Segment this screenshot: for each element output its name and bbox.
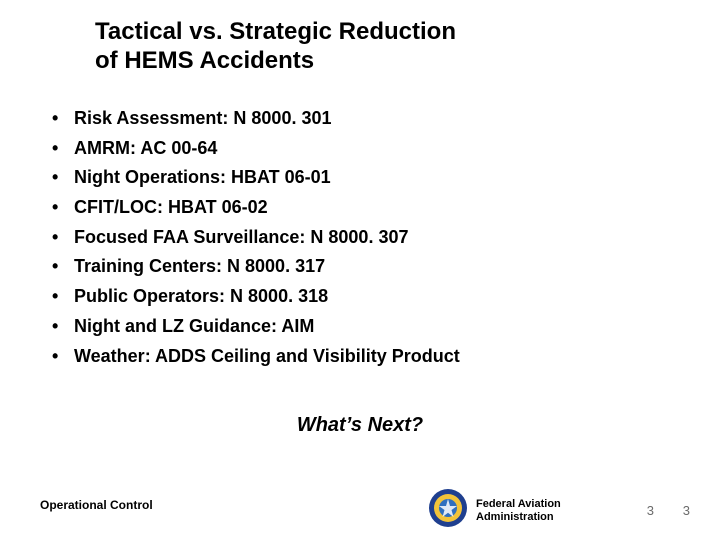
list-item: •Weather: ADDS Ceiling and Visibility Pr…: [52, 342, 652, 372]
bullet-dot-icon: •: [52, 193, 74, 223]
list-item: •AMRM: AC 00-64: [52, 134, 652, 164]
bullet-text: CFIT/LOC: HBAT 06-02: [74, 193, 268, 223]
list-item: •Night and LZ Guidance: AIM: [52, 312, 652, 342]
page-number: 3: [683, 503, 690, 518]
footer: Operational Control Federal Aviation Adm…: [0, 482, 720, 540]
list-item: •Training Centers: N 8000. 317: [52, 252, 652, 282]
bullet-text: Focused FAA Surveillance: N 8000. 307: [74, 223, 408, 253]
list-item: •CFIT/LOC: HBAT 06-02: [52, 193, 652, 223]
bullet-dot-icon: •: [52, 342, 74, 372]
slide-title: Tactical vs. Strategic Reduction of HEMS…: [95, 18, 456, 76]
bullet-dot-icon: •: [52, 163, 74, 193]
page-number: 3: [647, 503, 654, 518]
bullet-dot-icon: •: [52, 104, 74, 134]
list-item: •Night Operations: HBAT 06-01: [52, 163, 652, 193]
list-item: •Public Operators: N 8000. 318: [52, 282, 652, 312]
bullet-text: Training Centers: N 8000. 317: [74, 252, 325, 282]
bullet-text: Public Operators: N 8000. 318: [74, 282, 328, 312]
title-line-2: of HEMS Accidents: [95, 47, 456, 76]
whats-next: What’s Next?: [0, 414, 720, 437]
title-line-1: Tactical vs. Strategic Reduction: [95, 18, 456, 47]
list-item: •Risk Assessment: N 8000. 301: [52, 104, 652, 134]
bullet-dot-icon: •: [52, 134, 74, 164]
bullet-dot-icon: •: [52, 223, 74, 253]
bullet-text: Risk Assessment: N 8000. 301: [74, 104, 331, 134]
faa-seal-icon: [428, 488, 468, 528]
bullet-dot-icon: •: [52, 282, 74, 312]
agency-line-2: Administration: [476, 511, 561, 524]
slide: Tactical vs. Strategic Reduction of HEMS…: [0, 0, 720, 540]
bullet-text: AMRM: AC 00-64: [74, 134, 217, 164]
list-item: •Focused FAA Surveillance: N 8000. 307: [52, 223, 652, 253]
footer-left-label: Operational Control: [40, 498, 153, 512]
agency-line-1: Federal Aviation: [476, 498, 561, 511]
bullet-text: Night and LZ Guidance: AIM: [74, 312, 314, 342]
bullet-text: Weather: ADDS Ceiling and Visibility Pro…: [74, 342, 460, 372]
bullet-list: •Risk Assessment: N 8000. 301 •AMRM: AC …: [52, 104, 652, 371]
bullet-text: Night Operations: HBAT 06-01: [74, 163, 331, 193]
footer-agency-label: Federal Aviation Administration: [476, 498, 561, 524]
bullet-dot-icon: •: [52, 252, 74, 282]
bullet-dot-icon: •: [52, 312, 74, 342]
